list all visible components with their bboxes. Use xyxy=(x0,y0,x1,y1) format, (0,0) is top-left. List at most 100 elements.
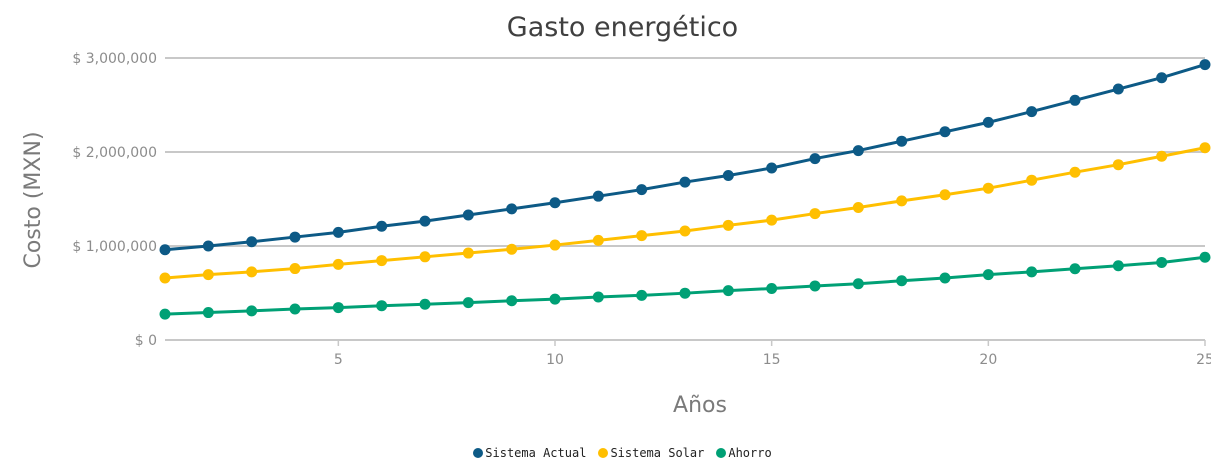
legend-swatch xyxy=(473,448,484,458)
data-point xyxy=(246,305,258,317)
legend-swatch xyxy=(598,448,609,458)
data-point xyxy=(809,208,821,220)
data-point xyxy=(636,184,648,196)
data-point xyxy=(462,209,474,221)
data-point xyxy=(332,226,344,238)
data-point xyxy=(766,162,778,174)
data-point xyxy=(549,197,561,209)
data-point xyxy=(939,126,951,138)
data-point xyxy=(939,272,951,284)
x-axis-ticks: 5 10 15 20 25 xyxy=(334,340,1211,368)
data-point xyxy=(506,243,518,255)
legend-label: Sistema Actual xyxy=(485,446,587,460)
legend-item: Sistema Actual xyxy=(473,446,586,460)
data-point xyxy=(289,303,301,315)
series-sistema-solar xyxy=(159,142,1211,284)
data-point xyxy=(1069,94,1081,106)
chart-title: Gasto energético xyxy=(506,12,739,43)
data-point xyxy=(809,153,821,165)
data-point xyxy=(1112,260,1124,272)
data-point xyxy=(896,135,908,147)
data-point xyxy=(939,189,951,201)
data-point xyxy=(246,266,258,278)
data-point xyxy=(679,287,691,299)
data-point xyxy=(159,308,171,320)
y-tick-label: $ 1,000,000 xyxy=(72,239,157,255)
data-point xyxy=(766,282,778,294)
data-point xyxy=(332,258,344,270)
data-point xyxy=(896,195,908,207)
x-tick-label: 5 xyxy=(334,352,343,368)
data-point xyxy=(722,219,734,231)
data-point xyxy=(289,231,301,243)
data-point xyxy=(419,298,431,310)
data-point xyxy=(592,234,604,246)
data-point xyxy=(159,272,171,284)
data-point xyxy=(636,230,648,242)
data-point xyxy=(1112,159,1124,171)
data-point xyxy=(766,214,778,226)
data-point xyxy=(896,275,908,287)
data-point xyxy=(1026,174,1038,186)
series-ahorro xyxy=(159,251,1211,320)
data-point xyxy=(202,269,214,281)
legend-label: Sistema Solar xyxy=(610,446,705,460)
data-point xyxy=(722,285,734,297)
data-point xyxy=(202,307,214,319)
data-point xyxy=(289,263,301,275)
legend-label: Ahorro xyxy=(728,446,772,460)
x-tick-label: 10 xyxy=(546,352,564,368)
y-tick-label: $ 2,000,000 xyxy=(72,145,157,161)
data-point xyxy=(852,145,864,157)
data-point xyxy=(982,116,994,128)
y-axis-ticks: $ 0 $ 1,000,000 $ 2,000,000 $ 3,000,000 xyxy=(72,51,157,349)
series-line xyxy=(164,63,1206,252)
legend-swatch xyxy=(716,448,727,458)
data-point xyxy=(1026,106,1038,118)
data-point xyxy=(376,220,388,232)
data-point xyxy=(1069,263,1081,275)
y-axis-label: Costo (MXN) xyxy=(21,131,46,268)
y-tick-label: $ 3,000,000 xyxy=(72,51,157,67)
data-point xyxy=(376,255,388,267)
series-group xyxy=(159,59,1211,320)
x-tick-label: 20 xyxy=(979,352,997,368)
data-point xyxy=(506,203,518,215)
data-point xyxy=(246,236,258,248)
data-point xyxy=(462,297,474,309)
series-line xyxy=(164,146,1206,280)
data-point xyxy=(1026,266,1038,278)
data-point xyxy=(1069,166,1081,178)
data-point xyxy=(592,190,604,202)
data-point xyxy=(982,182,994,194)
data-point xyxy=(852,201,864,213)
legend: Sistema Actual Sistema Solar Ahorro xyxy=(0,446,1211,460)
data-point xyxy=(549,293,561,305)
legend-item: Ahorro xyxy=(716,446,772,460)
x-tick-label: 15 xyxy=(763,352,781,368)
data-point xyxy=(1199,251,1211,263)
data-point xyxy=(982,269,994,281)
data-point xyxy=(1156,150,1168,162)
data-point xyxy=(852,278,864,290)
y-tick-label: $ 0 xyxy=(135,333,157,349)
data-point xyxy=(679,176,691,188)
data-point xyxy=(1156,256,1168,268)
legend-item: Sistema Solar xyxy=(598,446,704,460)
data-point xyxy=(549,239,561,251)
data-point xyxy=(636,289,648,301)
x-axis-label: Años xyxy=(673,393,727,418)
data-point xyxy=(809,280,821,292)
data-point xyxy=(1156,72,1168,84)
data-point xyxy=(202,240,214,252)
data-point xyxy=(679,225,691,237)
series-sistema-actual xyxy=(159,59,1211,256)
data-point xyxy=(1199,59,1211,71)
data-point xyxy=(419,251,431,263)
x-tick-label: 25 xyxy=(1196,352,1211,368)
data-point xyxy=(722,170,734,181)
data-point xyxy=(462,247,474,259)
data-point xyxy=(506,295,518,307)
data-point xyxy=(419,215,431,227)
